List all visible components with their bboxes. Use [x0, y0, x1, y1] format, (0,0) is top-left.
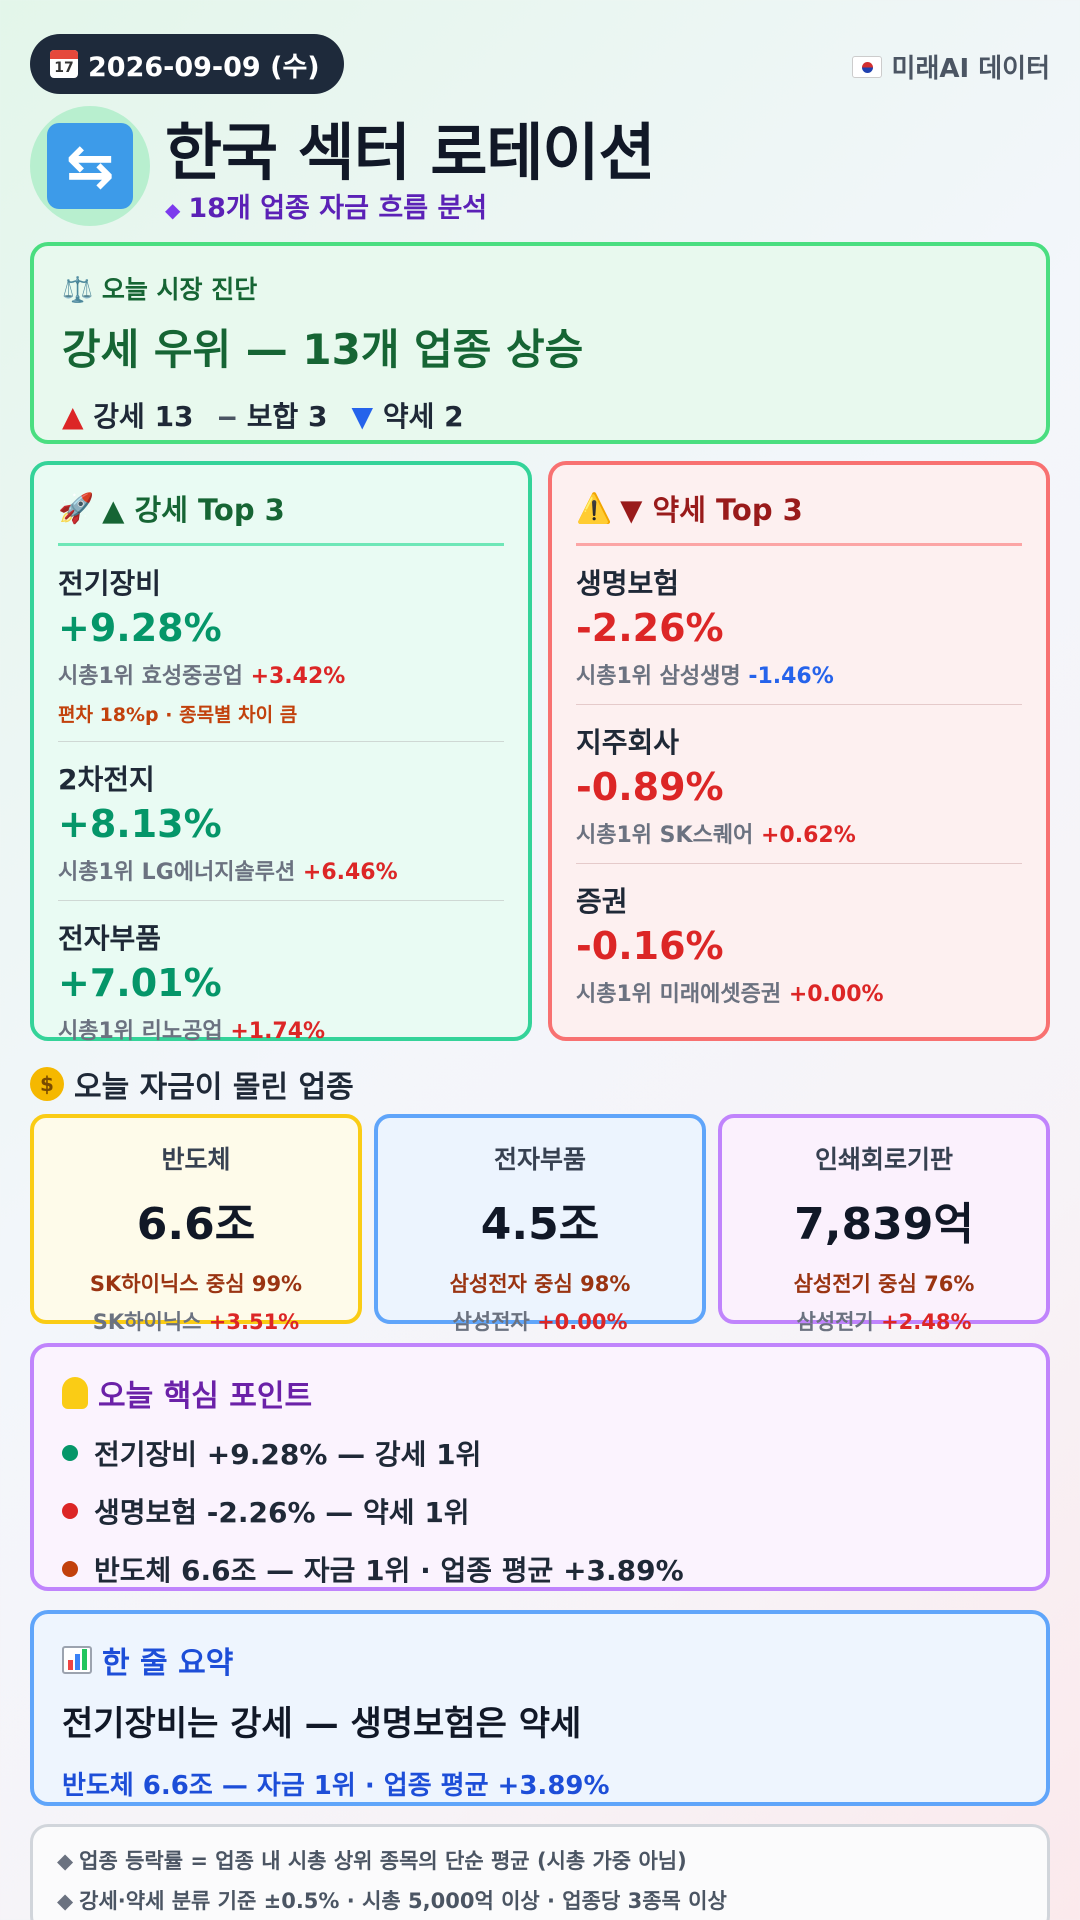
rocket-icon: 🚀: [58, 490, 95, 525]
strong-count: ▲ 강세 13: [62, 400, 194, 433]
list-item: 증권 -0.16% 시총1위 미래에셋증권 +0.00%: [576, 885, 884, 1007]
warning-icon: ⚠️: [576, 490, 613, 525]
diamond-icon: ◆: [165, 198, 181, 222]
list-item: 전자부품 +7.01% 시총1위 리노공업 +1.74%: [58, 922, 326, 1044]
page-title: 한국 섹터 로테이션: [165, 116, 655, 189]
money-flow-title: $ 오늘 자금이 몰린 업종: [30, 1062, 354, 1106]
strong-top3-title: 🚀 ▲ 강세 Top 3: [58, 487, 504, 546]
diagnosis-counts: ▲ 강세 13 ‒ 보합 3 ▼ 약세 2: [62, 395, 1018, 435]
dash-icon: ‒: [217, 400, 238, 433]
weak-top3-title: ⚠️ ▼ 약세 Top 3: [576, 487, 1022, 546]
summary-sub: 반도체 6.6조 — 자금 1위 · 업종 평균 +3.89%: [62, 1771, 610, 1801]
down-triangle-icon: ▼: [351, 400, 374, 433]
list-item: 전기장비 +9.28% 시총1위 효성중공업 +3.42% 편차 18%p · …: [58, 546, 504, 742]
up-triangle-icon: ▲: [62, 400, 84, 433]
list-item: 지주회사 -0.89% 시총1위 SK스퀘어 +0.62%: [576, 705, 1022, 864]
date-text: 2026-09-09 (수): [88, 51, 320, 83]
market-diagnosis-card: ⚖️ 오늘 시장 진단 강세 우위 — 13개 업종 상승 ▲ 강세 13 ‒ …: [30, 242, 1050, 444]
key-point-item: 전기장비 +9.28% — 강세 1위: [62, 1433, 1018, 1473]
diagnosis-headline: 강세 우위 — 13개 업종 상승: [62, 325, 584, 374]
flow-card: 인쇄회로기판 7,839억 삼성전기 중심 76% 삼성전기 +2.48%: [718, 1114, 1050, 1334]
list-item: 생명보험 -2.26% 시총1위 삼성생명 -1.46%: [576, 546, 1022, 705]
list-item: 2차전지 +8.13% 시총1위 LG에너지솔루션 +6.46%: [58, 742, 504, 901]
bullet-dot-icon: [62, 1561, 78, 1577]
logo: ⇆: [30, 106, 150, 226]
bar-chart-icon: [62, 1646, 92, 1674]
korea-flag-icon: [851, 55, 882, 78]
source-text: 미래AI 데이터: [891, 54, 1050, 84]
summary-title: 한 줄 요약: [62, 1638, 1018, 1682]
key-points-card: 오늘 핵심 포인트 전기장비 +9.28% — 강세 1위 생명보험 -2.26…: [30, 1343, 1050, 1591]
summary-headline: 전기장비는 강세 — 생명보험은 약세: [62, 1704, 582, 1744]
flow-card: 반도체 6.6조 SK하이닉스 중심 99% SK하이닉스 +3.51%: [30, 1114, 362, 1334]
money-bag-icon: $: [30, 1067, 64, 1101]
key-point-item: 반도체 6.6조 — 자금 1위 · 업종 평균 +3.89%: [62, 1549, 1018, 1589]
footnote: ◆ 업종 등락률 = 업종 내 시총 상위 종목의 단순 평균 (시총 가중 아님…: [57, 1849, 687, 1873]
bullet-dot-icon: [62, 1445, 78, 1461]
deviation-note: 편차 18%p · 종목별 차이 큼: [58, 704, 298, 726]
key-points-title: 오늘 핵심 포인트: [62, 1371, 1018, 1415]
neutral-count: ‒ 보합 3: [217, 400, 328, 433]
weak-top3-panel: ⚠️ ▼ 약세 Top 3 생명보험 -2.26% 시총1위 삼성생명 -1.46…: [548, 461, 1050, 1041]
diamond-icon: ◆: [57, 1849, 74, 1873]
weak-count: ▼ 약세 2: [351, 400, 464, 433]
diamond-icon: ◆: [57, 1889, 74, 1913]
bullet-dot-icon: [62, 1503, 78, 1519]
page-subtitle: ◆ 18개 업종 자금 흐름 분석: [165, 193, 488, 224]
summary-card: 한 줄 요약 전기장비는 강세 — 생명보험은 약세 반도체 6.6조 — 자금…: [30, 1610, 1050, 1806]
data-source: 미래AI 데이터: [851, 48, 1050, 85]
lightbulb-icon: [62, 1377, 88, 1409]
calendar-icon: 17: [50, 50, 78, 78]
rotate-arrows-icon: ⇆: [47, 123, 133, 209]
footnotes: ◆ 업종 등락률 = 업종 내 시총 상위 종목의 단순 평균 (시총 가중 아님…: [30, 1824, 1050, 1920]
strong-top3-panel: 🚀 ▲ 강세 Top 3 전기장비 +9.28% 시총1위 효성중공업 +3.42…: [30, 461, 532, 1044]
footnote: ◆ 강세·약세 분류 기준 ±0.5% · 시총 5,000억 이상 · 업종당 …: [57, 1889, 727, 1913]
key-point-item: 생명보험 -2.26% — 약세 1위: [62, 1491, 1018, 1531]
date-badge: 17 2026-09-09 (수): [30, 34, 344, 94]
diagnosis-label: ⚖️ 오늘 시장 진단: [62, 275, 258, 304]
flow-card: 전자부품 4.5조 삼성전자 중심 98% 삼성전자 +0.00%: [374, 1114, 706, 1334]
